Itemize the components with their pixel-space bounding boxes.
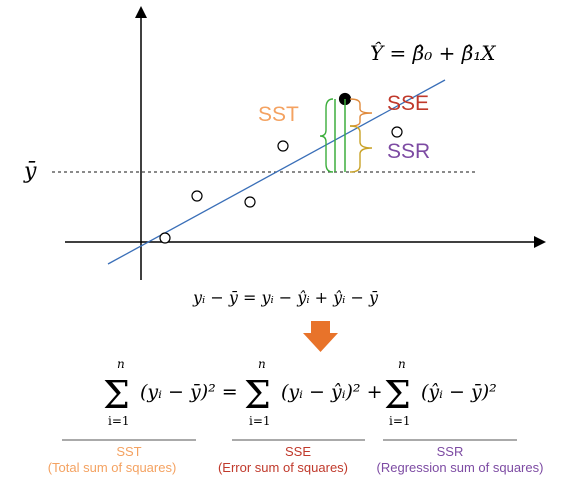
legend-sse-desc: (Error sum of squares) <box>218 460 348 475</box>
sum-lower-1: i=1 <box>108 414 130 428</box>
sum-lower-2: i=1 <box>249 414 271 428</box>
data-point <box>191 190 203 202</box>
legend-sse-name: SSE <box>285 444 311 459</box>
term-ssr: (ŷᵢ − ȳ)² <box>421 381 497 403</box>
sst-label: SST <box>258 103 299 126</box>
sum-upper-3: n <box>398 357 406 371</box>
term-sst: (yᵢ − ȳ)² = <box>140 381 238 403</box>
ssr-brace <box>349 125 373 173</box>
down-arrow-icon <box>303 321 338 352</box>
sum-upper-1: n <box>117 357 125 371</box>
ssr-label: SSR <box>387 140 430 163</box>
term-sse: (yᵢ − ŷᵢ)² + <box>281 381 383 403</box>
legend-sst-desc: (Total sum of squares) <box>48 460 177 475</box>
regression-equation: Ŷ = β̂₀ + β̂₁X <box>370 41 496 65</box>
identity-equation: yᵢ − ȳ = yᵢ − ŷᵢ + ŷᵢ − ȳ <box>192 288 379 307</box>
sum-lower-3: i=1 <box>389 414 411 428</box>
data-point <box>277 140 289 152</box>
data-point <box>244 196 256 208</box>
sigma-2: Σ <box>244 373 271 417</box>
sse-label: SSE <box>387 92 429 115</box>
sse-brace <box>349 98 373 127</box>
data-point <box>391 126 403 138</box>
data-point <box>159 232 171 244</box>
sigma-3: Σ <box>384 373 411 417</box>
legend-sst-name: SST <box>116 444 141 459</box>
sum-upper-2: n <box>258 357 266 371</box>
ybar-label: ȳ <box>23 159 37 184</box>
legend-ssr-name: SSR <box>437 444 464 459</box>
sst-brace <box>319 98 334 173</box>
legend-ssr-desc: (Regression sum of squares) <box>377 460 544 475</box>
sum-equation: n Σ i=1 (yᵢ − ȳ)² = n Σ i=1 (yᵢ − ŷᵢ)² +… <box>103 357 497 428</box>
sigma-1: Σ <box>103 373 130 417</box>
